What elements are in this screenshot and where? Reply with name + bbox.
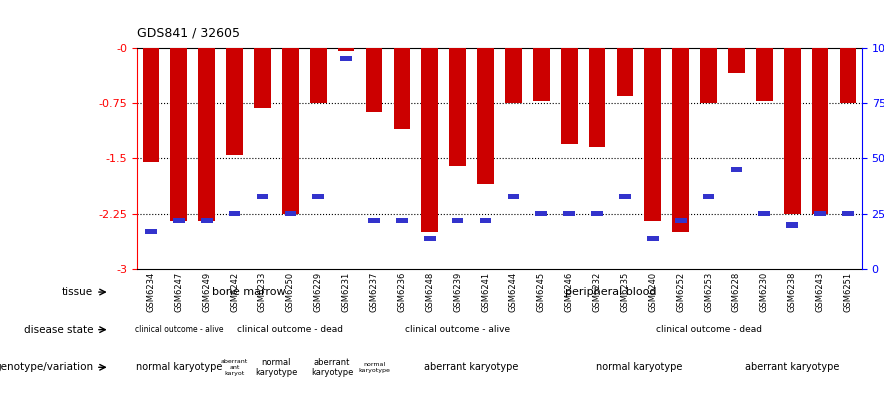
Bar <box>142 48 159 162</box>
Text: aberrant
ant
karyot: aberrant ant karyot <box>221 359 248 375</box>
Text: clinical outcome - dead: clinical outcome - dead <box>238 325 343 334</box>
Bar <box>422 48 438 232</box>
Bar <box>673 48 689 232</box>
Bar <box>310 48 326 103</box>
Bar <box>477 48 494 184</box>
Text: bone marrow: bone marrow <box>212 287 286 297</box>
Bar <box>393 48 410 129</box>
Bar <box>340 56 352 61</box>
Text: clinical outcome - dead: clinical outcome - dead <box>656 325 761 334</box>
Bar <box>647 236 659 241</box>
Bar <box>145 229 156 234</box>
Bar <box>282 48 299 214</box>
Bar <box>591 211 603 217</box>
Bar <box>366 48 383 112</box>
Bar <box>338 48 354 51</box>
Bar <box>589 48 606 147</box>
Text: clinical outcome - alive: clinical outcome - alive <box>405 325 510 334</box>
Text: aberrant karyotype: aberrant karyotype <box>745 362 840 372</box>
Text: tissue: tissue <box>62 287 93 297</box>
Bar <box>644 48 661 221</box>
Bar <box>616 48 633 95</box>
Bar <box>700 48 717 103</box>
Bar <box>560 48 577 144</box>
Bar <box>171 48 187 221</box>
Bar <box>424 236 436 241</box>
Bar <box>452 218 463 223</box>
Text: peripheral blood: peripheral blood <box>565 287 657 297</box>
Bar <box>536 211 547 217</box>
Text: normal karyotype: normal karyotype <box>596 362 682 372</box>
Bar <box>285 211 296 217</box>
Bar <box>449 48 466 166</box>
Bar <box>480 218 492 223</box>
Text: aberrant
karyotype: aberrant karyotype <box>311 358 354 377</box>
Text: normal karyotype: normal karyotype <box>135 362 222 372</box>
Text: normal
karyotype: normal karyotype <box>358 362 390 373</box>
Text: disease state: disease state <box>24 325 93 335</box>
Text: aberrant karyotype: aberrant karyotype <box>424 362 519 372</box>
Bar <box>173 218 185 223</box>
Bar <box>619 194 631 199</box>
Bar <box>758 211 770 217</box>
Bar <box>256 194 269 199</box>
Bar <box>756 48 773 101</box>
Bar <box>229 211 240 217</box>
Bar <box>730 167 743 172</box>
Bar <box>842 211 854 217</box>
Bar <box>198 48 215 221</box>
Text: clinical outcome - alive: clinical outcome - alive <box>134 325 223 334</box>
Bar <box>784 48 801 214</box>
Bar <box>507 194 519 199</box>
Text: genotype/variation: genotype/variation <box>0 362 93 372</box>
Bar <box>396 218 408 223</box>
Bar <box>226 48 243 155</box>
Bar <box>312 194 324 199</box>
Bar <box>254 48 271 108</box>
Bar <box>812 48 828 214</box>
Bar <box>533 48 550 101</box>
Bar <box>787 222 798 228</box>
Bar <box>703 194 714 199</box>
Bar <box>840 48 857 103</box>
Text: GDS841 / 32605: GDS841 / 32605 <box>137 27 240 40</box>
Bar <box>674 218 687 223</box>
Bar <box>563 211 575 217</box>
Bar <box>368 218 380 223</box>
Bar <box>201 218 212 223</box>
Bar <box>728 48 745 73</box>
Bar <box>505 48 522 103</box>
Text: normal
karyotype: normal karyotype <box>255 358 298 377</box>
Bar <box>814 211 826 217</box>
